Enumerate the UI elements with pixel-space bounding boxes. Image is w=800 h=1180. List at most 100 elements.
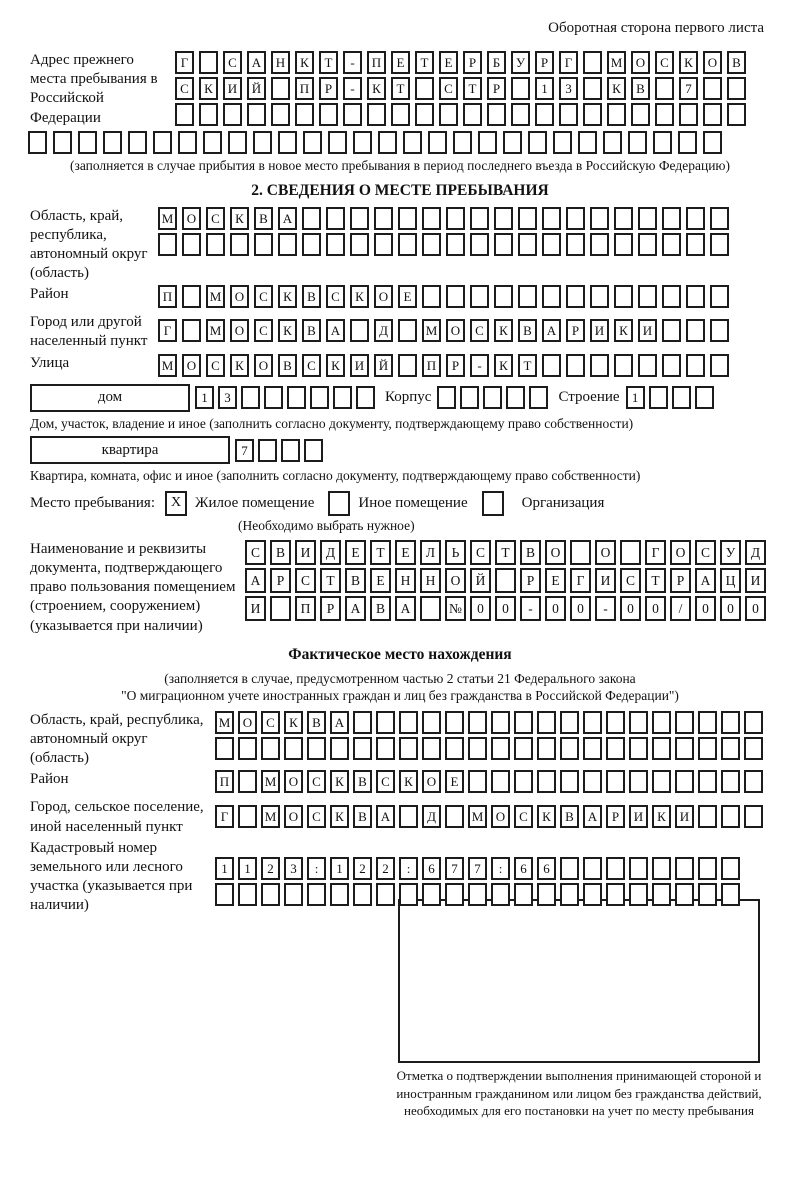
char-cell xyxy=(655,103,674,126)
char-cell: 0 xyxy=(720,595,741,621)
char-cell: : xyxy=(491,856,510,880)
char-cell: И xyxy=(350,353,369,377)
char-cell xyxy=(560,710,579,734)
char-cell xyxy=(721,882,740,906)
char-cell: Е xyxy=(545,567,566,593)
char-cell xyxy=(470,232,489,256)
char-cell: № xyxy=(445,595,466,621)
char-cell: П xyxy=(295,77,314,100)
char-cell: П xyxy=(215,770,234,794)
char-cell: : xyxy=(399,856,418,880)
char-cell xyxy=(638,232,657,256)
char-cell: К xyxy=(326,353,345,377)
char-cell xyxy=(303,131,322,154)
street-label: Улица xyxy=(30,354,70,371)
char-cell: Н xyxy=(395,567,416,593)
char-cell: С xyxy=(302,353,321,377)
char-cell: В xyxy=(302,285,321,309)
char-cell xyxy=(495,567,516,593)
char-cell: С xyxy=(470,539,491,565)
char-cell: К xyxy=(399,770,418,794)
char-cell xyxy=(491,736,510,760)
char-cell xyxy=(710,206,729,230)
actual-city-label: Город, сельское поселение, иной населенн… xyxy=(30,799,204,835)
char-cell xyxy=(652,856,671,880)
char-cell xyxy=(330,882,349,906)
char-cell xyxy=(223,103,242,126)
char-cell: С xyxy=(245,539,266,565)
char-cell: В xyxy=(370,595,391,621)
cadastral-block: Кадастровый номер земельного или лесного… xyxy=(30,839,770,916)
char-cell: К xyxy=(278,319,297,343)
char-cell xyxy=(328,131,347,154)
char-cell xyxy=(698,856,717,880)
char-cell xyxy=(653,131,672,154)
char-cell: С xyxy=(655,51,674,74)
char-cell xyxy=(230,232,249,256)
char-cell: Г xyxy=(559,51,578,74)
actual-district-label: Район xyxy=(30,771,69,788)
char-cell: Р xyxy=(566,319,585,343)
char-cell: И xyxy=(245,595,266,621)
stay-type-option-organization: Организация xyxy=(521,494,605,511)
char-cell xyxy=(278,131,297,154)
char-cell: Д xyxy=(320,539,341,565)
char-cell xyxy=(583,882,602,906)
char-cell: А xyxy=(376,804,395,828)
char-cell xyxy=(284,882,303,906)
char-cell: Р xyxy=(446,353,465,377)
char-cell: 6 xyxy=(422,856,441,880)
char-cell xyxy=(203,131,222,154)
char-cell xyxy=(470,285,489,309)
char-cell xyxy=(376,736,395,760)
char-cell: Й xyxy=(374,353,393,377)
char-cell: В xyxy=(727,51,746,74)
char-cell xyxy=(391,103,410,126)
char-cell: Д xyxy=(745,539,766,565)
char-cell: П xyxy=(158,285,177,309)
stay-type-checkbox-other xyxy=(328,490,351,516)
char-cell xyxy=(343,103,362,126)
char-cell xyxy=(652,736,671,760)
char-cell xyxy=(671,386,691,410)
char-cell xyxy=(698,736,717,760)
char-cell xyxy=(470,206,489,230)
char-cell: 3 xyxy=(559,77,578,100)
char-cell: О xyxy=(284,804,303,828)
char-cell: В xyxy=(520,539,541,565)
char-cell xyxy=(103,131,122,154)
char-cell: Г xyxy=(175,51,194,74)
char-cell xyxy=(514,736,533,760)
char-cell: О xyxy=(182,206,201,230)
char-cell xyxy=(494,285,513,309)
char-cell xyxy=(295,103,314,126)
char-cell xyxy=(698,770,717,794)
char-cell xyxy=(310,386,329,410)
char-cell: К xyxy=(607,77,626,100)
char-cell: 7 xyxy=(235,438,254,462)
char-cell: Л xyxy=(420,539,441,565)
prev-address-overflow-row xyxy=(28,131,770,154)
char-cell: О xyxy=(491,804,510,828)
char-cell xyxy=(494,206,513,230)
char-cell xyxy=(744,770,763,794)
char-cell xyxy=(463,103,482,126)
char-cell: Р xyxy=(487,77,506,100)
char-cell xyxy=(206,232,225,256)
char-cell xyxy=(307,882,326,906)
char-cell: Т xyxy=(370,539,391,565)
char-cell xyxy=(153,131,172,154)
char-cell xyxy=(628,131,647,154)
char-cell xyxy=(158,232,177,256)
char-cell: В xyxy=(270,539,291,565)
stay-type-option-other: Иное помещение xyxy=(358,494,468,511)
char-cell: 2 xyxy=(353,856,372,880)
char-cell: Н xyxy=(420,567,441,593)
char-cell xyxy=(590,285,609,309)
prev-address-block: Адрес прежнего места пребывания в Россий… xyxy=(30,51,770,129)
char-cell xyxy=(566,206,585,230)
